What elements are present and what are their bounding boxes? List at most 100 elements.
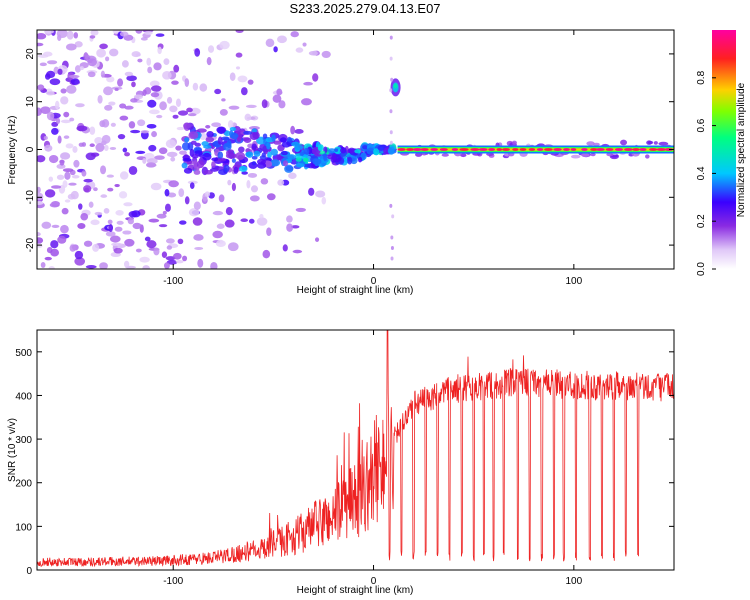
heatmap-cell <box>60 152 71 160</box>
heatmap-cell <box>115 210 124 216</box>
heatmap-cell <box>142 89 147 96</box>
heatmap-cell <box>37 192 44 201</box>
heatmap-cell <box>124 71 134 77</box>
heatmap-cell <box>211 157 219 162</box>
carrier-peak <box>512 148 519 151</box>
heatmap-cell <box>37 42 44 47</box>
heatmap-cell <box>229 72 236 81</box>
heatmap-cell <box>128 211 138 218</box>
heatmap-cell <box>390 256 394 261</box>
heatmap-cell <box>77 222 86 230</box>
heatmap-cell <box>227 149 235 155</box>
heatmap-cell <box>103 86 114 96</box>
heatmap-cell <box>165 238 175 244</box>
heatmap-cell <box>183 122 191 130</box>
heatmap-cell <box>231 182 236 192</box>
carrier-peak <box>553 148 562 151</box>
carrier-peak <box>664 148 674 151</box>
carrier-peak <box>623 148 633 151</box>
heatmap-cell <box>44 30 55 34</box>
heatmap-cell <box>94 137 104 145</box>
colorbar-tick-label: 0.2 <box>696 214 707 228</box>
y-tick-label: 400 <box>15 391 32 402</box>
carrier-peak <box>570 148 577 151</box>
heatmap-cell <box>317 144 324 152</box>
heatmap-cell <box>156 213 167 219</box>
heatmap-cell <box>227 242 239 252</box>
heatmap-cell <box>110 235 121 243</box>
carrier-peak <box>639 148 647 151</box>
spectrogram-x-label: Height of straight line (km) <box>297 285 414 296</box>
heatmap-cell <box>114 87 119 92</box>
heatmap-cell <box>266 142 271 150</box>
heatmap-cell <box>54 100 60 110</box>
heatmap-cell <box>56 174 65 180</box>
heatmap-cell <box>236 136 242 143</box>
heatmap-cell <box>97 95 103 104</box>
x-tick-label: 0 <box>371 276 377 287</box>
spectrogram-heatmap <box>37 30 674 269</box>
snr-y-label: SNR (10 * v/v) <box>7 418 18 482</box>
heatmap-cell <box>362 145 368 150</box>
heatmap-cell <box>119 115 129 121</box>
heatmap-cell <box>175 98 181 108</box>
carrier-peak <box>605 148 614 151</box>
heatmap-cell <box>266 227 272 237</box>
colorbar-tick-label: 0.4 <box>696 166 707 180</box>
heatmap-cell <box>155 33 165 37</box>
heatmap-cell <box>92 243 100 252</box>
heatmap-cell <box>37 32 47 40</box>
heatmap-cell <box>194 48 201 57</box>
heatmap-cell <box>40 106 51 114</box>
heatmap-cell <box>251 155 258 160</box>
heatmap-cell <box>158 224 168 228</box>
heatmap-cell <box>256 158 266 165</box>
heatmap-cell <box>277 35 287 44</box>
heatmap-cell <box>201 141 209 147</box>
heatmap-cell <box>227 179 232 186</box>
heatmap-cell <box>178 188 185 198</box>
heatmap-cell <box>247 79 254 85</box>
heatmap-cell <box>262 249 271 259</box>
heatmap-cell <box>101 119 110 128</box>
heatmap-cell <box>60 96 69 105</box>
heatmap-cell <box>248 126 260 130</box>
carrier-peak <box>519 148 527 151</box>
heatmap-cell <box>40 262 46 269</box>
carrier-peak <box>420 148 429 151</box>
heatmap-cell <box>47 60 58 65</box>
carrier-peak <box>595 148 605 151</box>
heatmap-cell <box>75 103 85 108</box>
heatmap-cell <box>165 256 176 261</box>
snr-y-ticks: 0 100 200 300 400 500 <box>15 348 674 577</box>
heatmap-cell <box>147 99 157 108</box>
heatmap-cell <box>83 240 93 247</box>
heatmap-cell <box>166 259 178 265</box>
heatmap-cell <box>216 126 227 134</box>
y-tick-label: 500 <box>15 348 32 359</box>
heatmap-cell <box>162 210 167 215</box>
heatmap-cell <box>391 214 395 219</box>
heatmap-cell <box>390 77 394 82</box>
heatmap-cell <box>123 260 130 268</box>
heatmap-cell <box>37 186 41 194</box>
y-tick-label: -20 <box>25 237 36 252</box>
heatmap-cell <box>66 30 74 40</box>
heatmap-cell <box>81 170 87 177</box>
heatmap-cell <box>153 62 162 71</box>
carrier-peak <box>470 148 480 151</box>
carrier-peak <box>544 148 553 151</box>
heatmap-cell <box>51 224 60 229</box>
heatmap-cell <box>124 35 132 40</box>
heatmap-cell <box>175 259 184 264</box>
heatmap-cell <box>347 156 353 165</box>
heatmap-cell <box>182 255 188 262</box>
carrier-peak <box>590 148 598 151</box>
heatmap-cell <box>116 220 124 225</box>
heatmap-cell <box>312 158 322 165</box>
heatmap-cell <box>42 51 53 57</box>
heatmap-cell <box>259 214 264 219</box>
heatmap-cell <box>332 152 337 162</box>
heatmap-cell <box>393 83 398 89</box>
